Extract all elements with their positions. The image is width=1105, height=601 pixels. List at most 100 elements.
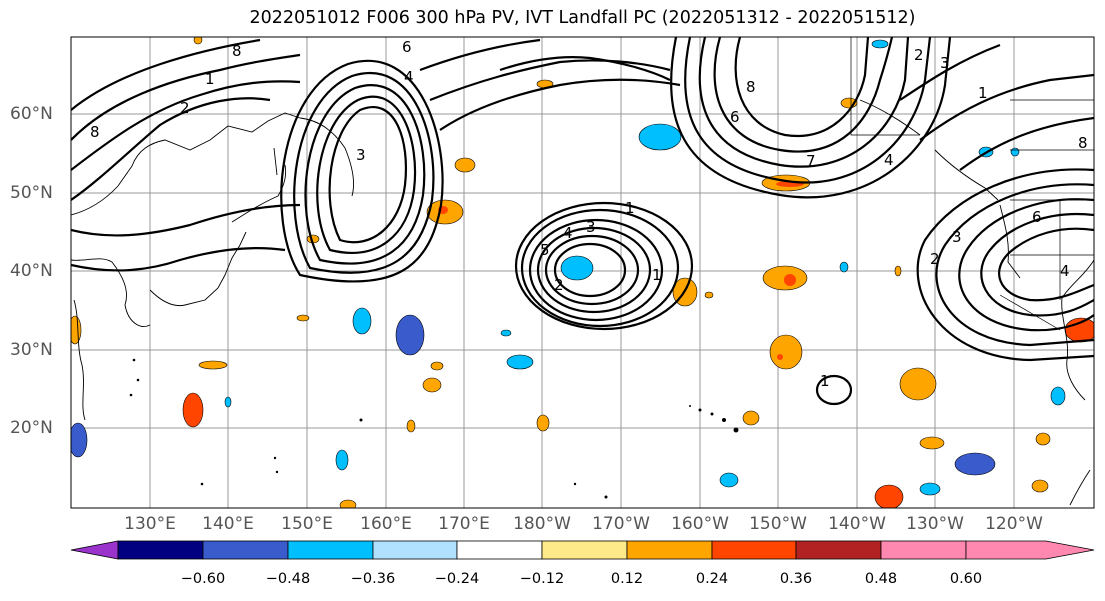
negative-anomaly: [919, 482, 941, 496]
positive-anomaly: [454, 157, 476, 173]
positive-anomaly: [198, 360, 228, 370]
colorbar-segment: [372, 540, 458, 560]
colorbar-tick-label: 0.60: [949, 571, 983, 587]
contour-label: 8: [232, 42, 242, 60]
negative-anomaly: [352, 307, 372, 335]
negative-anomaly: [871, 39, 889, 49]
colorbar-segment: [287, 540, 374, 560]
contour-label: 6: [402, 38, 412, 56]
positive-anomaly: [894, 265, 902, 277]
lon-label: 140°E: [202, 514, 254, 534]
negative-anomaly: [839, 261, 849, 273]
contour-label: 3: [940, 54, 950, 72]
positive-anomaly: [339, 499, 357, 508]
contour-label: 2: [554, 276, 564, 294]
contour-label: 1: [652, 266, 662, 284]
positive-anomaly: [899, 367, 937, 401]
contour-label: 6: [730, 108, 740, 126]
colorbar-extend-high: [965, 540, 1095, 560]
colorbar-segment: [880, 540, 967, 560]
positive-anomaly: [704, 291, 714, 299]
lat-label: 50°N: [10, 183, 53, 203]
contour-label: 4: [884, 151, 894, 169]
positive-anomaly: [769, 334, 803, 370]
colorbar-tick-label: −0.48: [265, 571, 311, 587]
contour-label: 4: [404, 68, 414, 86]
lon-label: 120°W: [985, 514, 1043, 534]
contour-label: 1: [205, 70, 215, 88]
lat-label: 40°N: [10, 261, 53, 281]
positive-anomaly: [182, 392, 204, 428]
lon-label: 160°W: [671, 514, 729, 534]
lon-label: 150°E: [281, 514, 333, 534]
lon-label: 180°W: [513, 514, 571, 534]
contour-label-group: 8 6 1 4 8 2 3 1 5 4 3 1 2 6 8 7 4 2 3 1 …: [90, 38, 1088, 390]
colorbar-tick-label: 0.48: [864, 571, 898, 587]
lon-label: 170°W: [592, 514, 650, 534]
colorbar: [70, 540, 1095, 560]
colorbar-tick-label: −0.24: [434, 571, 480, 587]
positive-anomaly: [1035, 432, 1051, 446]
negative-anomaly: [954, 452, 996, 476]
colorbar-segment: [711, 540, 797, 560]
map-frame: [70, 36, 1095, 509]
contour-label: 2: [180, 99, 190, 117]
positive-anomaly: [296, 314, 310, 322]
positive-anomaly: [406, 419, 416, 433]
contour-label: 4: [1060, 262, 1070, 280]
colorbar-tick-label: 0.12: [610, 571, 644, 587]
contour-label: 1: [978, 84, 988, 102]
positive-anomaly: [742, 410, 760, 426]
positive-anomaly: [193, 37, 203, 45]
negative-anomaly: [560, 255, 594, 281]
positive-anomaly: [536, 414, 550, 432]
colorbar-segment: [541, 540, 628, 560]
positive-anomaly: [874, 484, 904, 508]
contour-label: 3: [952, 228, 962, 246]
colorbar-extend-low: [70, 540, 119, 560]
coastlines: [71, 99, 1094, 506]
lon-label: 150°W: [749, 514, 807, 534]
contour-label: 3: [356, 146, 366, 164]
negative-anomaly: [395, 314, 425, 356]
negative-anomaly: [638, 123, 682, 151]
colorbar-tick-label: −0.12: [519, 571, 565, 587]
pc-shading: [71, 37, 1094, 508]
pv-contours: [71, 37, 1094, 406]
negative-anomaly: [506, 354, 534, 370]
lon-label: 130°E: [124, 514, 176, 534]
positive-anomaly: [422, 377, 442, 393]
positive-anomaly: [1031, 479, 1049, 493]
lon-label: 140°W: [828, 514, 886, 534]
contour-label: 7: [806, 152, 816, 170]
contour-label: 5: [540, 241, 550, 259]
contour-label: 4: [563, 224, 573, 242]
negative-anomaly: [1050, 386, 1066, 406]
lat-label: 20°N: [10, 418, 53, 438]
contour-label: 8: [1078, 134, 1088, 152]
figure-title: 2022051012 F006 300 hPa PV, IVT Landfall…: [249, 8, 916, 28]
colorbar-segment: [202, 540, 289, 560]
contour-label: 8: [746, 78, 756, 96]
colorbar-tick-label: 0.24: [695, 571, 729, 587]
lon-label: 130°W: [906, 514, 964, 534]
contour-label: 2: [930, 250, 940, 268]
colorbar-segment: [117, 540, 204, 560]
negative-anomaly: [1010, 147, 1020, 157]
islands: [129, 358, 739, 499]
colorbar-tick-label: 0.36: [779, 571, 813, 587]
contour-label: 1: [625, 199, 635, 217]
negative-anomaly: [335, 449, 349, 471]
lat-label: 60°N: [10, 104, 53, 124]
negative-anomaly: [224, 396, 232, 408]
lon-label: 160°E: [360, 514, 412, 534]
colorbar-segment: [795, 540, 882, 560]
positive-anomaly: [919, 436, 945, 450]
colorbar-tick-label: −0.60: [180, 571, 226, 587]
contour-label: 2: [914, 46, 924, 64]
negative-anomaly: [719, 472, 739, 488]
contour-label: 3: [586, 218, 596, 236]
positive-anomaly: [430, 361, 444, 371]
contour-label: 1: [820, 372, 830, 390]
negative-anomaly: [500, 329, 512, 337]
